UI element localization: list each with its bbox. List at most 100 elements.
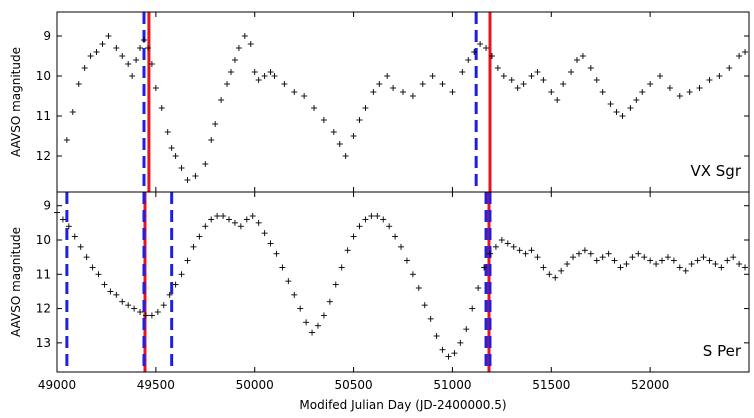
data-point <box>226 216 233 223</box>
data-point <box>113 45 120 51</box>
data-point <box>736 261 743 267</box>
data-point <box>647 257 654 264</box>
data-point <box>133 57 140 63</box>
x-tick-label: 49500 <box>137 378 175 392</box>
s-per-star-label: S Per <box>703 342 742 360</box>
data-point <box>457 339 464 346</box>
data-point <box>374 213 381 219</box>
data-point <box>330 129 337 135</box>
data-point <box>129 73 136 79</box>
data-point <box>573 57 580 63</box>
data-point <box>344 247 351 254</box>
data-point <box>390 85 397 91</box>
data-point <box>564 261 571 267</box>
data-point <box>552 274 559 281</box>
data-point <box>528 73 535 79</box>
data-point <box>255 219 262 226</box>
data-point <box>605 250 612 257</box>
data-point <box>659 257 666 264</box>
data-point <box>83 254 90 261</box>
data-point <box>137 309 144 315</box>
data-point <box>439 81 446 87</box>
data-point <box>69 109 76 115</box>
data-point <box>486 250 493 257</box>
data-point <box>285 278 292 285</box>
data-point <box>190 243 197 250</box>
data-point <box>261 230 268 237</box>
data-point <box>409 93 416 99</box>
data-point <box>152 85 159 91</box>
data-point <box>184 177 191 183</box>
data-point <box>534 69 541 75</box>
vx-sgr-y-axis-label: AAVSO magnitude <box>9 47 23 157</box>
data-point <box>279 264 286 271</box>
data-point <box>400 89 406 95</box>
data-point <box>429 73 436 79</box>
data-point <box>540 77 547 83</box>
y-tick-label: 9 <box>43 29 51 43</box>
data-point <box>546 271 553 278</box>
data-point <box>688 261 695 267</box>
data-point <box>172 281 179 288</box>
vx-sgr-star-label: VX Sgr <box>690 162 741 180</box>
data-point <box>370 89 377 95</box>
data-point <box>77 243 84 250</box>
data-point <box>227 69 234 75</box>
data-point <box>314 322 321 329</box>
data-point <box>208 216 215 223</box>
data-point <box>465 57 472 63</box>
data-point <box>386 223 393 230</box>
data-point <box>736 53 743 59</box>
data-point <box>356 223 363 230</box>
data-point <box>297 305 304 312</box>
data-point <box>192 173 199 179</box>
data-point <box>241 33 248 39</box>
data-point <box>712 261 719 267</box>
data-point <box>568 69 575 75</box>
data-point <box>392 233 399 240</box>
data-point <box>599 89 606 95</box>
data-point <box>554 97 561 103</box>
data-point <box>477 41 484 47</box>
data-point <box>172 153 179 159</box>
y-tick-label: 9 <box>43 199 51 213</box>
data-point <box>635 250 642 257</box>
data-point <box>459 69 466 75</box>
data-point <box>105 33 112 39</box>
data-point <box>421 302 428 309</box>
data-point <box>623 261 630 267</box>
y-tick-label: 13 <box>36 336 51 350</box>
data-point <box>558 267 565 274</box>
data-point <box>224 81 231 87</box>
data-point <box>508 77 515 83</box>
data-point <box>362 105 369 111</box>
data-point <box>350 233 357 240</box>
data-point <box>716 73 723 79</box>
data-point <box>540 264 547 271</box>
data-point <box>119 53 126 59</box>
data-point <box>65 223 72 230</box>
data-point <box>742 264 749 271</box>
data-point <box>178 271 185 278</box>
data-point <box>579 53 586 59</box>
data-point <box>291 291 298 298</box>
data-point <box>332 281 339 288</box>
data-point <box>641 254 648 261</box>
data-point <box>475 285 482 291</box>
data-point <box>362 216 369 223</box>
data-point <box>218 97 225 103</box>
data-point <box>724 257 731 264</box>
x-tick-label: 51500 <box>532 378 570 392</box>
y-tick-label: 12 <box>36 302 51 316</box>
data-point <box>119 298 126 305</box>
data-point <box>449 89 456 95</box>
data-point <box>271 73 278 79</box>
data-point <box>137 45 144 51</box>
vx-sgr-plot-frame <box>56 11 750 193</box>
data-point <box>168 145 175 151</box>
data-point <box>575 250 582 257</box>
data-point <box>338 264 345 271</box>
data-point <box>481 264 488 271</box>
data-point <box>93 49 100 55</box>
